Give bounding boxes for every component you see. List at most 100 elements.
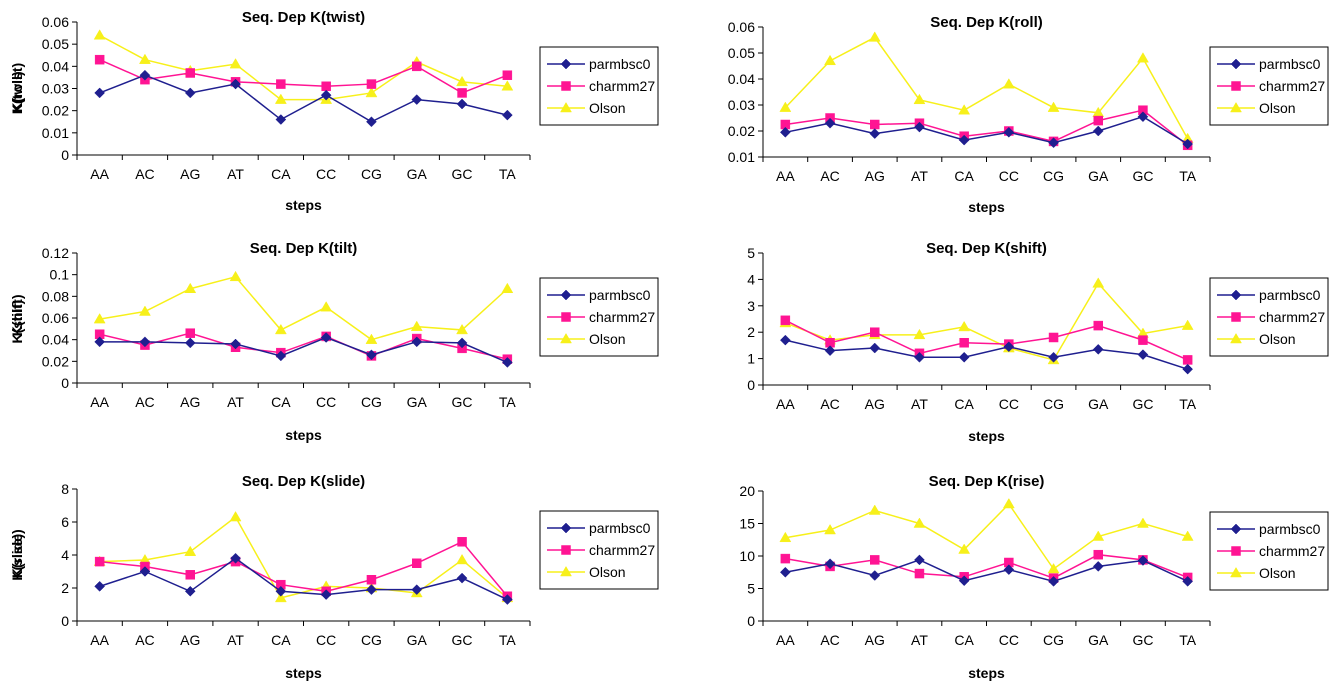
data-point-Olson xyxy=(1047,101,1060,112)
x-tick-label: CC xyxy=(999,632,1019,648)
x-tick-label: AT xyxy=(227,394,244,410)
chart-title: Seq. Dep K(twist) xyxy=(242,9,365,26)
data-point-charmm27 xyxy=(914,568,925,579)
x-tick-label: AT xyxy=(227,166,244,182)
x-tick-label: AA xyxy=(90,166,109,182)
data-point-Olson xyxy=(1092,530,1105,541)
x-tick-label: GA xyxy=(407,632,428,648)
series-line-charmm27 xyxy=(99,540,508,597)
data-point-parmbsc0 xyxy=(366,349,377,361)
series-line-Olson xyxy=(785,282,1188,361)
y-axis-label: K(shift) xyxy=(9,295,25,344)
data-point-parmbsc0 xyxy=(94,580,106,592)
x-axis-label: steps xyxy=(968,665,1005,681)
data-point-Olson xyxy=(868,31,881,42)
x-tick-label: AG xyxy=(180,632,200,648)
y-tick-label: 20 xyxy=(739,483,755,499)
legend: parmbsc0 charmm27 Olson xyxy=(1209,277,1329,357)
legend-entry: Olson xyxy=(589,331,626,347)
legend-entry: parmbsc0 xyxy=(589,287,651,303)
legend: parmbsc0 charmm27 Olson xyxy=(539,510,659,590)
data-point-charmm27 xyxy=(502,70,513,80)
data-point-Olson xyxy=(229,511,242,522)
y-tick-label: 0.06 xyxy=(42,310,69,326)
legend-swatch-marker xyxy=(560,566,572,577)
data-point-charmm27 xyxy=(1182,355,1193,365)
data-point-Olson xyxy=(1092,277,1105,288)
data-point-Olson xyxy=(501,80,514,91)
data-point-parmbsc0 xyxy=(779,566,791,578)
x-axis-label: steps xyxy=(968,199,1005,215)
data-point-parmbsc0 xyxy=(824,345,836,357)
legend-swatch-marker xyxy=(1230,523,1242,535)
y-tick-label: 0.03 xyxy=(728,97,755,113)
x-tick-label: CG xyxy=(361,166,382,182)
x-tick-label: TA xyxy=(499,394,517,410)
data-point-parmbsc0 xyxy=(1182,575,1194,587)
data-point-parmbsc0 xyxy=(869,570,881,581)
series-line-Olson xyxy=(99,275,508,341)
data-point-Olson xyxy=(824,54,836,66)
data-point-parmbsc0 xyxy=(824,117,836,129)
chart-panel-2: Seq. Dep K(tilt) 0 0.02 0.04 0.06 0.08 0.1 0.12… xyxy=(9,240,659,443)
x-tick-label: CA xyxy=(271,394,291,410)
data-point-Olson xyxy=(93,29,106,40)
x-tick-label: TA xyxy=(499,632,517,648)
data-point-charmm27 xyxy=(870,327,880,337)
data-point-parmbsc0 xyxy=(184,585,196,597)
chart-title: Seq. Dep K(rise) xyxy=(929,473,1045,490)
data-point-parmbsc0 xyxy=(1182,363,1194,375)
y-tick-label: 8 xyxy=(61,481,69,497)
y-tick-label: 0.01 xyxy=(42,125,69,141)
y-tick-label: 0.08 xyxy=(42,288,69,304)
data-point-parmbsc0 xyxy=(1137,555,1149,566)
data-point-parmbsc0 xyxy=(914,121,925,133)
data-point-parmbsc0 xyxy=(1137,111,1149,123)
y-axis-label: K(tilt) xyxy=(9,300,25,337)
series-line-charmm27 xyxy=(785,109,1189,146)
x-tick-label: CA xyxy=(954,632,974,648)
data-point-parmbsc0 xyxy=(1092,344,1104,355)
data-point-parmbsc0 xyxy=(1092,125,1104,137)
y-tick-label: 0.02 xyxy=(728,123,755,139)
chart-panel-1: Seq. Dep K(roll) 0.01 0.02 0.03 0.04 0.05 0.06… xyxy=(9,14,1329,215)
x-tick-label: AA xyxy=(90,394,109,410)
legend-entry: parmbsc0 xyxy=(589,520,651,536)
y-tick-label: 6 xyxy=(61,514,69,530)
x-tick-label: AT xyxy=(911,632,928,648)
data-point-Olson xyxy=(365,86,378,98)
series-line-parmbsc0 xyxy=(99,336,508,364)
data-point-charmm27 xyxy=(276,79,286,89)
data-point-Olson xyxy=(1137,52,1149,63)
data-point-parmbsc0 xyxy=(501,594,513,605)
data-point-parmbsc0 xyxy=(779,126,791,138)
data-point-charmm27 xyxy=(366,79,377,89)
data-point-charmm27 xyxy=(870,555,880,565)
data-point-parmbsc0 xyxy=(1048,351,1059,363)
data-point-parmbsc0 xyxy=(94,336,106,348)
legend: parmbsc0 charmm27 Olson xyxy=(1209,511,1329,591)
x-axis-label: steps xyxy=(285,427,322,443)
y-tick-label: 0.1 xyxy=(50,267,70,283)
data-point-Olson xyxy=(139,305,151,316)
legend-swatch-marker xyxy=(561,81,571,91)
series-line-charmm27 xyxy=(99,58,508,94)
x-tick-label: TA xyxy=(1179,632,1197,648)
y-tick-label: 0.04 xyxy=(42,332,69,348)
legend-swatch-marker xyxy=(1230,567,1242,578)
data-point-parmbsc0 xyxy=(275,585,287,597)
x-tick-label: AT xyxy=(227,632,244,648)
y-tick-label: 0.05 xyxy=(728,45,755,61)
series-line-parmbsc0 xyxy=(99,74,508,123)
data-point-Olson xyxy=(779,101,792,112)
y-tick-label: 5 xyxy=(747,581,755,597)
data-point-charmm27 xyxy=(1138,335,1148,345)
y-axis-label: K(slide) xyxy=(9,529,25,580)
data-point-parmbsc0 xyxy=(1003,341,1015,353)
data-point-parmbsc0 xyxy=(184,337,196,349)
x-tick-label: CC xyxy=(316,632,336,648)
x-axis-label: steps xyxy=(285,665,322,681)
data-point-charmm27 xyxy=(870,119,880,130)
y-tick-label: 5 xyxy=(747,245,755,261)
